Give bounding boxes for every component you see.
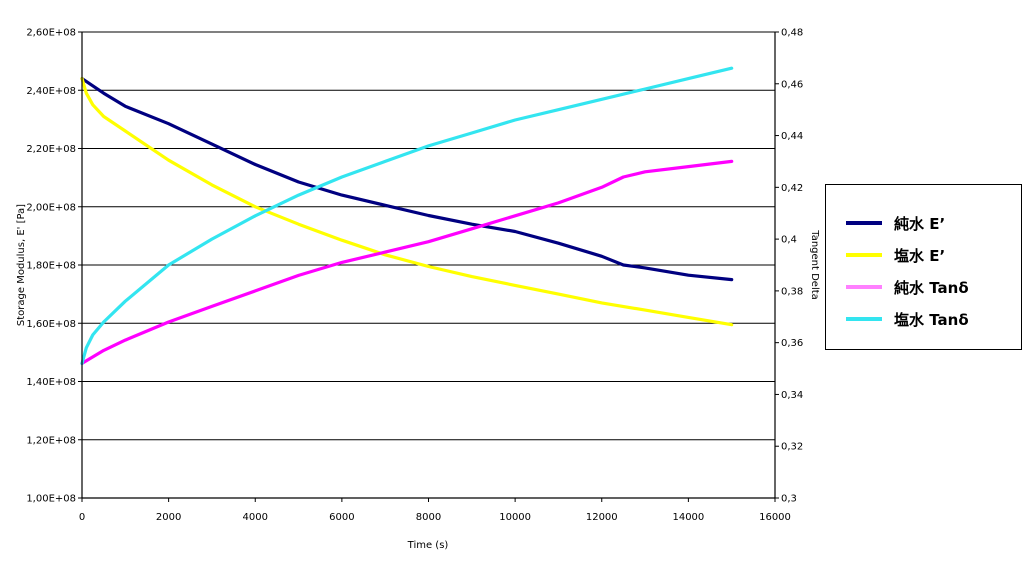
y2-tick-label: 0,4: [781, 235, 797, 246]
x-tick-label: 14000: [672, 512, 704, 523]
legend-item-pure-water-tan: 純水 Tanδ: [846, 277, 969, 297]
y-tick-label: 1,40E+08: [26, 377, 76, 388]
y2-tick-label: 0,3: [781, 494, 797, 505]
y2-tick-label: 0,32: [781, 442, 803, 453]
y2-tick-label: 0,48: [781, 28, 803, 39]
y-tick-label: 2,40E+08: [26, 86, 76, 97]
y-tick-label: 1,60E+08: [26, 319, 76, 330]
x-axis-title: Time (s): [407, 540, 449, 551]
y2-tick-label: 0,34: [781, 390, 803, 401]
legend-swatch: [846, 253, 882, 257]
y2-tick-label: 0,38: [781, 286, 803, 297]
y-tick-label: 2,00E+08: [26, 202, 76, 213]
grid-lines: [82, 31, 775, 441]
series-line-3: [80, 66, 734, 365]
series-line-0: [80, 76, 734, 282]
legend-swatch: [846, 285, 882, 289]
x-tick-label: 10000: [499, 512, 531, 523]
y2-tick-label: 0,36: [781, 338, 803, 349]
series-layer: [80, 66, 734, 365]
y2-tick-label: 0,46: [781, 79, 803, 90]
legend-label: 塩水 Tanδ: [894, 310, 969, 329]
y2-tick-label: 0,44: [781, 131, 803, 142]
y-tick-label: 2,20E+08: [26, 144, 76, 155]
legend-label: 純水 E’: [894, 214, 946, 233]
series-line-1: [80, 76, 734, 327]
x-tick-label: 16000: [759, 512, 791, 523]
legend-label: 塩水 E’: [894, 246, 946, 265]
y-tick-label: 1,20E+08: [26, 435, 76, 446]
x-tick-label: 8000: [416, 512, 441, 523]
x-tick-label: 6000: [329, 512, 354, 523]
y2-axis-title: Tangent Delta: [809, 229, 820, 300]
y-axis-title: Storage Modulus, E' [Pa]: [16, 204, 27, 326]
legend-label: 純水 Tanδ: [894, 278, 969, 297]
x-tick-label: 12000: [586, 512, 618, 523]
y-tick-label: 2,60E+08: [26, 28, 76, 39]
y-tick-label: 1,80E+08: [26, 261, 76, 272]
x-tick-label: 0: [79, 512, 85, 523]
legend: 純水 E’ 塩水 E’ 純水 Tanδ 塩水 Tanδ: [825, 184, 1022, 350]
legend-swatch: [846, 221, 882, 225]
series-line-2: [80, 159, 734, 365]
y2-tick-label: 0,42: [781, 183, 803, 194]
tick-labels: 1,00E+08 1,20E+08 1,40E+08 1,60E+08 1,80E+08…: [26, 28, 803, 524]
legend-swatch: [846, 317, 882, 321]
legend-item-pure-water-e: 純水 E’: [846, 213, 945, 233]
x-tick-label: 4000: [243, 512, 268, 523]
legend-item-salt-water-e: 塩水 E’: [846, 245, 945, 265]
x-tick-label: 2000: [156, 512, 181, 523]
y-tick-label: 1,00E+08: [26, 494, 76, 505]
legend-item-salt-water-tan: 塩水 Tanδ: [846, 309, 969, 329]
